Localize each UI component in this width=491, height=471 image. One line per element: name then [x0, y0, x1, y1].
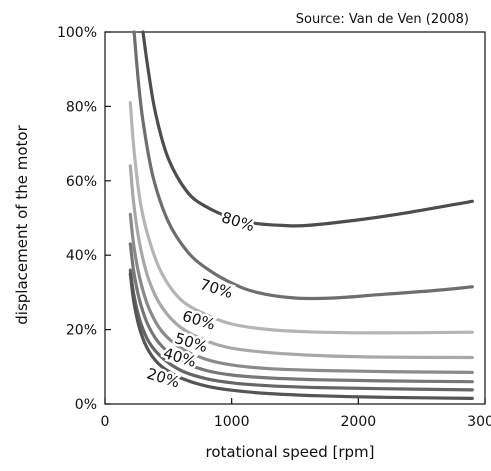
series-labels: 80%70%60%50%40%20%: [142, 206, 259, 394]
y-tick-label: 20%: [66, 323, 97, 339]
series-line-8: [128, 272, 474, 400]
x-tick-label: 2000: [341, 414, 377, 430]
series-label: 80%: [219, 208, 256, 235]
y-tick-label: 100%: [57, 25, 97, 41]
series-line-2: [132, 30, 474, 301]
series-line-4: [128, 164, 474, 360]
series-line-6: [128, 242, 474, 384]
x-tick-label: 1000: [214, 414, 250, 430]
series-line-1: [141, 30, 474, 228]
y-tick-label: 40%: [66, 248, 97, 264]
y-axis-title: displacement of the motor: [13, 125, 31, 325]
x-tick-label: 3000: [467, 414, 491, 430]
axis-ticks: 0% 20% 40% 60% 80% 100% 0 1000 2000 3000: [57, 25, 491, 430]
source-note: Source: Van de Ven (2008): [295, 12, 469, 27]
series-line-3: [128, 101, 474, 335]
series-label: 70%: [198, 275, 235, 302]
series-group: [128, 30, 474, 400]
series-line-5: [128, 212, 474, 374]
x-axis-title: rotational speed [rpm]: [205, 443, 375, 461]
y-tick-label: 80%: [66, 99, 97, 115]
y-tick-label: 0%: [75, 397, 97, 413]
x-tick-label: 0: [101, 414, 110, 430]
series-line-7: [128, 268, 474, 392]
plot-area-frame: [104, 31, 486, 405]
y-tick-label: 60%: [66, 174, 97, 190]
